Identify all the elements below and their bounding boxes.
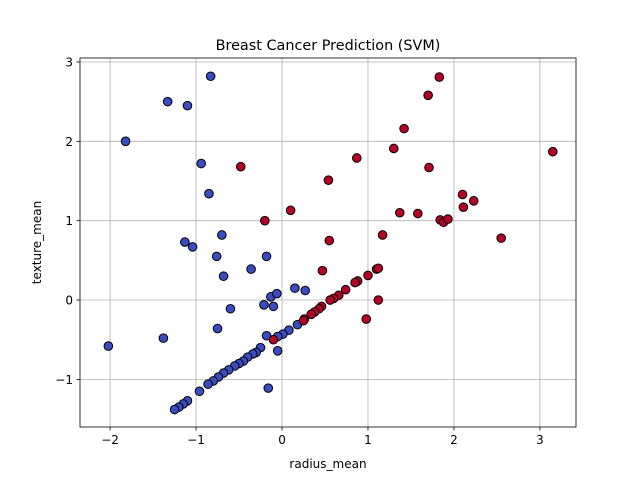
plot-frame bbox=[79, 57, 577, 428]
chart-title: Breast Cancer Prediction (SVM) bbox=[216, 38, 441, 54]
x-tick-label: 1 bbox=[364, 433, 372, 447]
data-point-class-0 bbox=[162, 96, 173, 107]
data-point-class-0 bbox=[259, 299, 269, 310]
x-tick-label: −1 bbox=[187, 433, 205, 447]
data-point-class-0 bbox=[263, 383, 274, 393]
y-tick-label: 2 bbox=[65, 135, 73, 149]
data-point-class-0 bbox=[158, 333, 169, 343]
data-point-class-1 bbox=[351, 153, 362, 163]
data-point-class-1 bbox=[340, 284, 351, 295]
data-point-class-0 bbox=[187, 242, 198, 252]
data-point-class-0 bbox=[205, 71, 216, 82]
data-point-class-0 bbox=[203, 379, 213, 389]
y-tick-label: 0 bbox=[65, 294, 73, 308]
data-point-class-1 bbox=[235, 161, 246, 172]
data-point-class-1 bbox=[361, 314, 372, 324]
data-point-class-1 bbox=[434, 72, 445, 82]
data-point-class-1 bbox=[363, 270, 373, 281]
data-point-class-0 bbox=[103, 341, 114, 351]
data-point-class-0 bbox=[120, 136, 131, 147]
x-axis-label: radius_mean bbox=[289, 457, 366, 471]
y-tick-label: −1 bbox=[55, 373, 73, 387]
data-point-class-1 bbox=[413, 208, 423, 219]
data-point-class-1 bbox=[324, 235, 335, 246]
y-tick-label: 1 bbox=[65, 214, 73, 228]
grid-lines bbox=[80, 58, 576, 427]
data-point-class-0 bbox=[169, 404, 180, 415]
data-point-class-0 bbox=[290, 283, 300, 293]
data-point-class-0 bbox=[300, 285, 311, 296]
data-point-class-1 bbox=[388, 143, 399, 154]
data-point-class-1 bbox=[306, 309, 317, 320]
data-point-class-0 bbox=[225, 303, 236, 314]
data-point-class-1 bbox=[298, 315, 309, 326]
data-point-class-1 bbox=[424, 162, 434, 173]
data-point-class-0 bbox=[180, 237, 190, 247]
data-point-class-0 bbox=[218, 271, 229, 282]
data-point-class-1 bbox=[325, 295, 335, 305]
x-tick-label: −2 bbox=[101, 433, 119, 447]
data-point-class-0 bbox=[217, 230, 227, 240]
data-point-class-1 bbox=[350, 277, 360, 288]
data-point-class-1 bbox=[260, 215, 270, 226]
data-point-class-1 bbox=[285, 205, 296, 216]
y-tick-label: 3 bbox=[65, 55, 73, 69]
data-point-class-1 bbox=[468, 196, 479, 206]
x-tick-label: 2 bbox=[450, 433, 458, 447]
data-point-class-0 bbox=[211, 251, 222, 262]
data-point-class-1 bbox=[399, 123, 409, 134]
data-point-class-1 bbox=[317, 265, 328, 276]
data-point-class-1 bbox=[423, 90, 433, 101]
data-point-class-0 bbox=[268, 301, 279, 312]
data-point-class-0 bbox=[246, 264, 256, 274]
data-point-class-1 bbox=[443, 214, 453, 224]
data-point-class-1 bbox=[547, 146, 558, 157]
data-point-class-1 bbox=[394, 207, 405, 218]
data-point-class-0 bbox=[272, 288, 282, 299]
data-point-class-0 bbox=[261, 251, 272, 262]
data-point-class-0 bbox=[182, 100, 193, 111]
data-point-class-1 bbox=[496, 233, 507, 243]
data-point-class-0 bbox=[272, 346, 283, 356]
data-point-class-1 bbox=[373, 295, 384, 305]
y-axis-label: texture_mean bbox=[30, 201, 44, 284]
data-point-class-0 bbox=[212, 323, 223, 334]
data-point-class-1 bbox=[377, 230, 388, 240]
axis-ticks: −2 −1 0 1 2 3 −1 0 1 2 3 bbox=[55, 55, 543, 447]
data-point-class-0 bbox=[194, 386, 205, 397]
data-point-class-0 bbox=[204, 188, 214, 199]
x-tick-label: 3 bbox=[536, 433, 544, 447]
data-point-class-1 bbox=[373, 263, 384, 274]
data-points bbox=[103, 71, 558, 415]
x-tick-label: 0 bbox=[278, 433, 286, 447]
data-point-class-1 bbox=[457, 189, 468, 200]
data-point-class-1 bbox=[268, 334, 279, 345]
data-point-class-1 bbox=[323, 175, 334, 186]
data-point-class-0 bbox=[196, 158, 207, 169]
data-point-class-1 bbox=[458, 202, 469, 212]
